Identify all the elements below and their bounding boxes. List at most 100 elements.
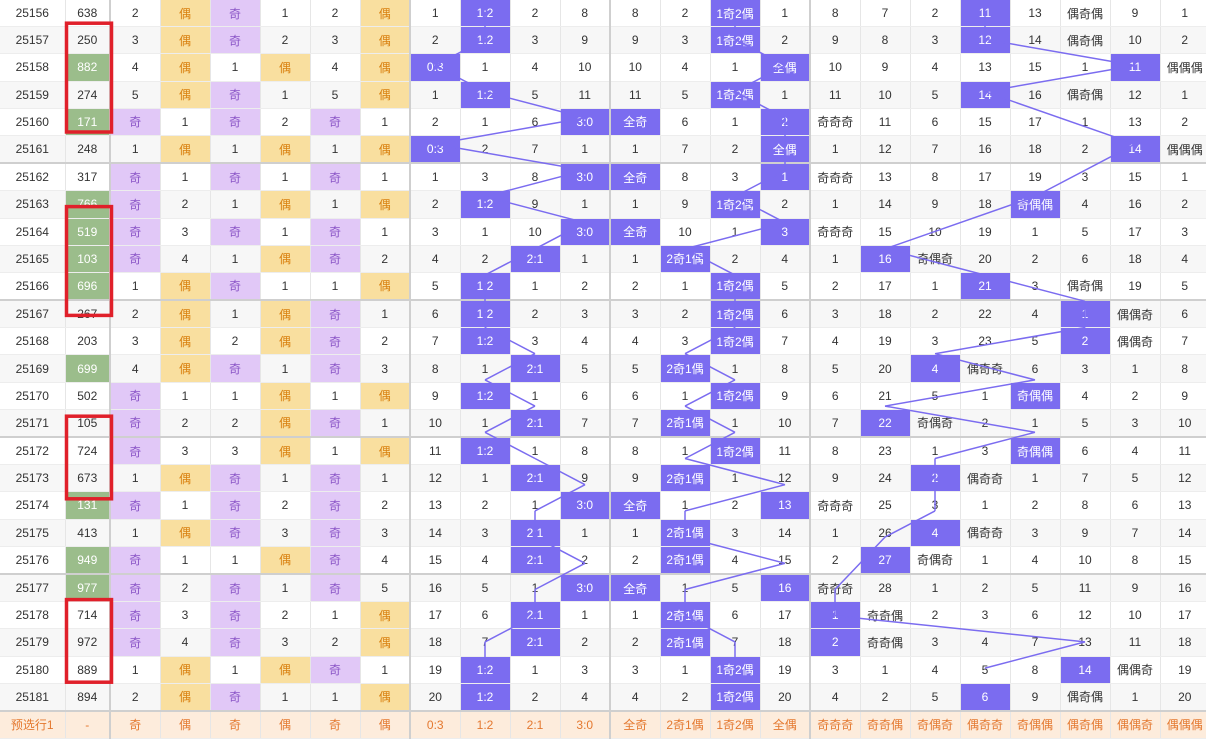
odd-even-4-cell: 2 xyxy=(260,601,311,630)
odd-even-1-cell: 1 xyxy=(110,656,161,684)
odd-even-4-cell: 3 xyxy=(260,519,311,547)
all-odd-cell: 1 xyxy=(610,190,661,219)
draw-number: 317 xyxy=(65,162,111,192)
pattern-jjj-cell: 3 xyxy=(810,299,861,329)
odd-even-6-cell: 3 xyxy=(360,354,411,383)
odd-even-1-cell: 1 xyxy=(110,135,161,164)
odd-even-3-cell: 2 xyxy=(210,409,261,438)
pattern-jjj-cell: 10 xyxy=(810,53,861,82)
one-odd-two-even-cell: 1 xyxy=(710,409,761,438)
all-even-cell: 15 xyxy=(760,546,811,575)
ratio-2-1-cell: 1 xyxy=(510,572,561,603)
draw-number: 696 xyxy=(65,272,111,301)
odd-even-5-cell: 2 xyxy=(310,628,361,657)
pattern-joo-cell: 13 xyxy=(1010,0,1061,28)
ratio-3-0-cell: 2 xyxy=(560,272,611,301)
ratio-0-3-cell: 0:3 xyxy=(410,53,461,82)
odd-even-5-cell: 2 xyxy=(310,0,361,28)
odd-even-6-cell: 1 xyxy=(360,299,411,329)
two-odd-one-even-cell: 6 xyxy=(660,108,711,136)
odd-even-2-cell: 偶 xyxy=(160,464,211,493)
odd-even-2-cell: 偶 xyxy=(160,0,211,28)
odd-even-2-cell: 1 xyxy=(160,162,211,192)
preselect-row: 预选行1- 奇偶奇偶奇偶 0:3 1:2 2:1 3:0 全奇 2奇1偶 1奇2偶 全偶 奇奇奇 奇奇… xyxy=(0,709,1206,739)
ratio-0-3-cell: 15 xyxy=(410,546,461,575)
all-even-option: 全偶 xyxy=(760,709,811,739)
all-even-cell: 18 xyxy=(760,628,811,657)
pattern-jjo-cell: 25 xyxy=(860,491,911,520)
pattern-ooo-cell: 13 xyxy=(1160,491,1206,520)
odd-even-6-cell: 1 xyxy=(360,108,411,136)
odd-even-4-cell: 偶 xyxy=(260,327,311,356)
ratio-0-3-cell: 13 xyxy=(410,491,461,520)
pattern-ooj-cell: 4 xyxy=(1110,436,1161,466)
all-odd-cell: 2 xyxy=(610,628,661,657)
ratio-3-0-cell: 3 xyxy=(560,656,611,684)
pattern-joo-cell: 5 xyxy=(1010,572,1061,603)
all-even-cell: 9 xyxy=(760,382,811,410)
ratio-3-0-cell: 3:0 xyxy=(560,572,611,603)
odd-even-6-cell: 3 xyxy=(360,519,411,547)
odd-even-1-cell: 4 xyxy=(110,354,161,383)
all-odd-cell: 3 xyxy=(610,656,661,684)
odd-even-2-cell: 偶 xyxy=(160,26,211,55)
odd-even-6-cell: 偶 xyxy=(360,272,411,301)
draw-number: 519 xyxy=(65,218,111,246)
odd-even-6-cell: 偶 xyxy=(360,81,411,109)
pattern-jjo-cell: 26 xyxy=(860,519,911,547)
pattern-joo-cell: 1 xyxy=(1010,409,1061,438)
pattern-ojo-cell: 1 xyxy=(1060,108,1111,136)
pattern-joj-cell: 3 xyxy=(910,26,961,55)
odd-even-2-cell: 2 xyxy=(160,409,211,438)
odd-even-4-cell: 偶 xyxy=(260,382,311,410)
ratio-0-3-cell: 4 xyxy=(410,245,461,273)
two-odd-one-even-cell: 3 xyxy=(660,327,711,356)
odd-even-1-cell: 奇 xyxy=(110,218,161,246)
pattern-joj-cell: 1 xyxy=(910,272,961,301)
odd-even-1-cell: 2 xyxy=(110,299,161,329)
odd-even-2-cell: 4 xyxy=(160,245,211,273)
all-even-cell: 全偶 xyxy=(760,135,811,164)
ratio-3-0-cell: 8 xyxy=(560,436,611,466)
pattern-ojj-cell: 偶奇奇 xyxy=(960,354,1011,383)
ratio-0-3-cell: 2 xyxy=(410,26,461,55)
pattern-ooo-cell: 9 xyxy=(1160,382,1206,410)
pattern-ooj-cell: 11 xyxy=(1110,53,1161,82)
odd-even-3-cell: 奇 xyxy=(210,601,261,630)
two-odd-one-even-cell: 2奇1偶 xyxy=(660,354,711,383)
two-odd-one-even-cell: 2奇1偶 xyxy=(660,409,711,438)
issue-number: 25179 xyxy=(0,628,66,657)
odd-even-5-cell: 奇 xyxy=(310,327,361,356)
ratio-3-0-cell: 7 xyxy=(560,409,611,438)
odd-even-3-cell: 3 xyxy=(210,436,261,466)
ratio-2-1-cell: 4 xyxy=(510,53,561,82)
issue-number: 25163 xyxy=(0,190,66,219)
pattern-ojo-cell: 1 xyxy=(1060,53,1111,82)
pattern-joo-cell: 5 xyxy=(1010,327,1061,356)
one-odd-two-even-cell: 6 xyxy=(710,601,761,630)
pattern-joj-cell: 1 xyxy=(910,572,961,603)
one-odd-two-even-cell: 5 xyxy=(710,572,761,603)
odd-even-1-cell: 奇 xyxy=(110,382,161,410)
odd-even-6-cell: 1 xyxy=(360,409,411,438)
pattern-ojo-cell: 10 xyxy=(1060,546,1111,575)
pattern-jjj-cell: 4 xyxy=(810,327,861,356)
pattern-jjj-cell: 11 xyxy=(810,81,861,109)
all-even-cell: 1 xyxy=(760,162,811,192)
ratio-0-3-cell: 2 xyxy=(410,108,461,136)
pattern-joo-cell: 2 xyxy=(1010,491,1061,520)
odd-even-6-cell: 1 xyxy=(360,218,411,246)
pattern-ooo-cell: 14 xyxy=(1160,519,1206,547)
issue-number: 25171 xyxy=(0,409,66,438)
all-odd-option: 全奇 xyxy=(610,709,661,739)
ratio-2-1-cell: 2 xyxy=(510,0,561,28)
ratio-1-2-cell: 1 xyxy=(460,53,511,82)
ratio-3-0-cell: 2 xyxy=(560,546,611,575)
odd-even-4-cell: 偶 xyxy=(260,299,311,329)
issue-number: 25167 xyxy=(0,299,66,329)
pattern-joj-cell: 6 xyxy=(910,108,961,136)
odd-even-2-cell: 偶 xyxy=(160,519,211,547)
odd-even-4-cell: 偶 xyxy=(260,546,311,575)
ratio-2-1-cell: 1 xyxy=(510,382,561,410)
ratio-0-3-cell: 17 xyxy=(410,601,461,630)
